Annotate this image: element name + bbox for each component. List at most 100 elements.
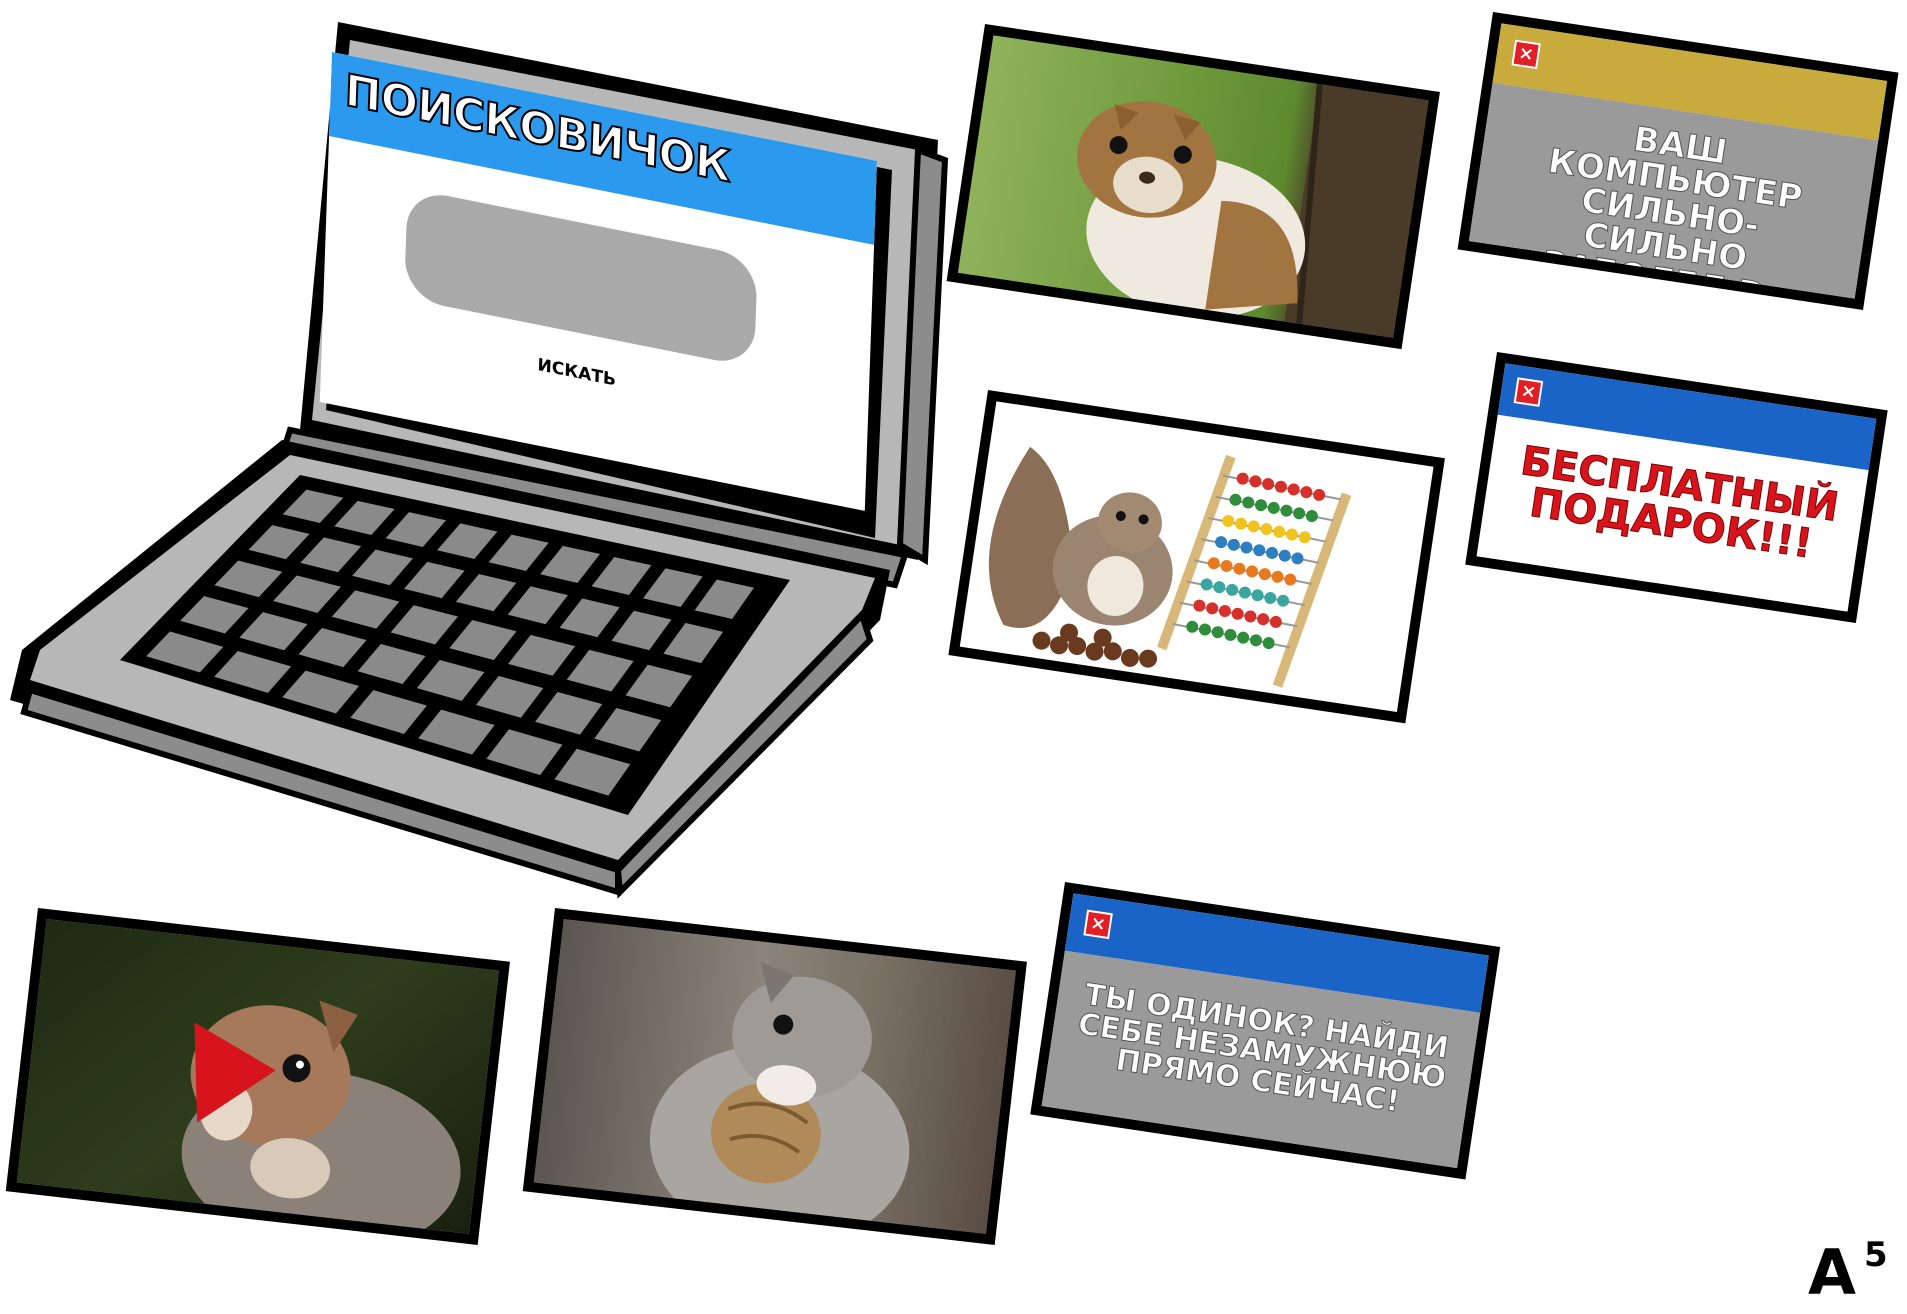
abacus-bead <box>1222 514 1235 527</box>
squirrel-video-thumbnail[interactable] <box>5 908 510 1245</box>
abacus-bead <box>1267 501 1280 514</box>
abacus-bead <box>1280 504 1293 517</box>
abacus-bead <box>1293 507 1306 520</box>
abacus-bead <box>1193 599 1206 612</box>
search-input[interactable] <box>403 187 758 368</box>
keyboard-key[interactable] <box>206 556 290 602</box>
abacus-bead <box>1262 478 1275 491</box>
keyboard-key[interactable] <box>587 703 668 757</box>
laptop: ПОИСКОВИЧОК ИСКАТЬ <box>0 0 960 900</box>
keyboard-key[interactable] <box>448 569 524 616</box>
keyboard-key[interactable] <box>500 581 576 629</box>
keyboard-key[interactable] <box>636 563 710 612</box>
abacus-bead <box>1213 581 1226 594</box>
abacus-bead <box>1273 525 1286 538</box>
keyboard <box>138 485 761 801</box>
abacus-bead <box>1251 589 1264 602</box>
keyboard-key[interactable] <box>552 593 627 642</box>
keyboard-key[interactable] <box>442 615 524 665</box>
keyboard-key[interactable] <box>479 724 570 780</box>
keyboard-key[interactable] <box>409 655 492 706</box>
abacus-bead <box>1253 544 1266 557</box>
keyboard-key[interactable] <box>172 591 257 639</box>
keyboard-key[interactable] <box>292 532 369 577</box>
abacus-bead <box>1229 493 1242 506</box>
abacus-bead <box>1186 620 1199 633</box>
keyboard-key[interactable] <box>469 671 551 723</box>
abacus-bead <box>1249 475 1262 488</box>
search-button[interactable]: ИСКАТЬ <box>537 354 617 391</box>
squirrel-photo-tree[interactable] <box>946 24 1440 350</box>
abacus-bead <box>1305 510 1318 523</box>
abacus-bead <box>1211 626 1224 639</box>
keyboard-key[interactable] <box>206 646 299 698</box>
page-marker: A 5 <box>1808 1238 1903 1308</box>
abacus-bead <box>1284 573 1297 586</box>
abacus-bead <box>1231 607 1244 620</box>
abacus-bead <box>1220 560 1233 573</box>
abacus-bead <box>1257 613 1270 626</box>
abacus-bead <box>1246 565 1259 578</box>
keyboard-key[interactable] <box>344 545 421 590</box>
keyboard-key[interactable] <box>656 618 730 668</box>
abacus-bead <box>1242 496 1255 509</box>
abacus-bead <box>1269 615 1282 628</box>
keyboard-key[interactable] <box>533 541 608 588</box>
keyboard-key[interactable] <box>274 485 352 528</box>
play-icon[interactable] <box>194 1020 278 1123</box>
squirrel-photo-walnut[interactable] <box>522 908 1027 1245</box>
popup-lonely[interactable]: × ТЫ ОДИНОК? НАЙДИ СЕБЕ НЕЗАМУЖНЮЮ ПРЯМО… <box>1030 882 1501 1180</box>
keyboard-key[interactable] <box>687 575 761 624</box>
keyboard-key[interactable] <box>481 530 556 576</box>
abacus-bead <box>1313 488 1326 501</box>
keyboard-key[interactable] <box>326 496 403 540</box>
abacus-bead <box>1300 486 1313 499</box>
keyboard-key[interactable] <box>396 557 472 603</box>
close-icon[interactable]: × <box>1513 377 1544 407</box>
keyboard-key[interactable] <box>429 518 505 564</box>
keyboard-key[interactable] <box>265 570 349 618</box>
walnut-squirrel-icon <box>649 961 910 1245</box>
keyboard-key[interactable] <box>528 687 609 740</box>
abacus-bead <box>1278 549 1291 562</box>
abacus-bead <box>1262 637 1275 650</box>
keyboard-key[interactable] <box>584 552 659 600</box>
abacus-bead <box>1215 536 1228 549</box>
close-icon[interactable]: × <box>1511 39 1541 70</box>
keyboard-key[interactable] <box>547 744 637 801</box>
keyboard-key[interactable] <box>350 639 433 689</box>
abacus-bead <box>1287 483 1300 496</box>
popup-free-gift[interactable]: × БЕСПЛАТНЫЙ ПОДАРОК!!! <box>1465 352 1888 624</box>
abacus-bead <box>1198 623 1211 636</box>
page-marker-letter: A <box>1808 1236 1856 1309</box>
abacus-bead <box>1291 552 1304 565</box>
keyboard-key[interactable] <box>232 607 315 655</box>
close-icon[interactable]: × <box>1083 909 1113 940</box>
keyboard-key[interactable] <box>383 600 466 649</box>
abacus-bead <box>1264 592 1277 605</box>
keyboard-key[interactable] <box>604 606 679 655</box>
keyboard-key[interactable] <box>378 507 454 552</box>
abacus-bead <box>1260 523 1273 536</box>
keyboard-key[interactable] <box>275 666 367 719</box>
keyboard-key[interactable] <box>343 685 434 739</box>
keyboard-key[interactable] <box>411 705 502 760</box>
popup-computer-sick[interactable]: × ВАШ КОМПЬЮТЕР СИЛЬНО-СИЛЬНО ЗАБОЛЕЛ D: <box>1457 12 1899 310</box>
abacus-bead <box>1249 634 1262 647</box>
squirrel-photo-abacus[interactable] <box>948 390 1445 724</box>
abacus-bead <box>1247 520 1260 533</box>
keyboard-key[interactable] <box>618 660 699 712</box>
abacus-bead <box>1277 594 1290 607</box>
keyboard-key[interactable] <box>560 645 641 697</box>
keyboard-key[interactable] <box>501 630 582 681</box>
keyboard-key[interactable] <box>291 623 374 672</box>
abacus-bead <box>1207 557 1220 570</box>
abacus-bead <box>1227 538 1240 551</box>
keyboard-key[interactable] <box>324 585 407 634</box>
page-marker-number: 5 <box>1864 1235 1888 1275</box>
keyboard-key[interactable] <box>138 626 231 677</box>
keyboard-key[interactable] <box>240 520 318 564</box>
abacus-bead <box>1237 631 1250 644</box>
abacus-bead <box>1298 531 1311 544</box>
abacus-bead <box>1271 570 1284 583</box>
